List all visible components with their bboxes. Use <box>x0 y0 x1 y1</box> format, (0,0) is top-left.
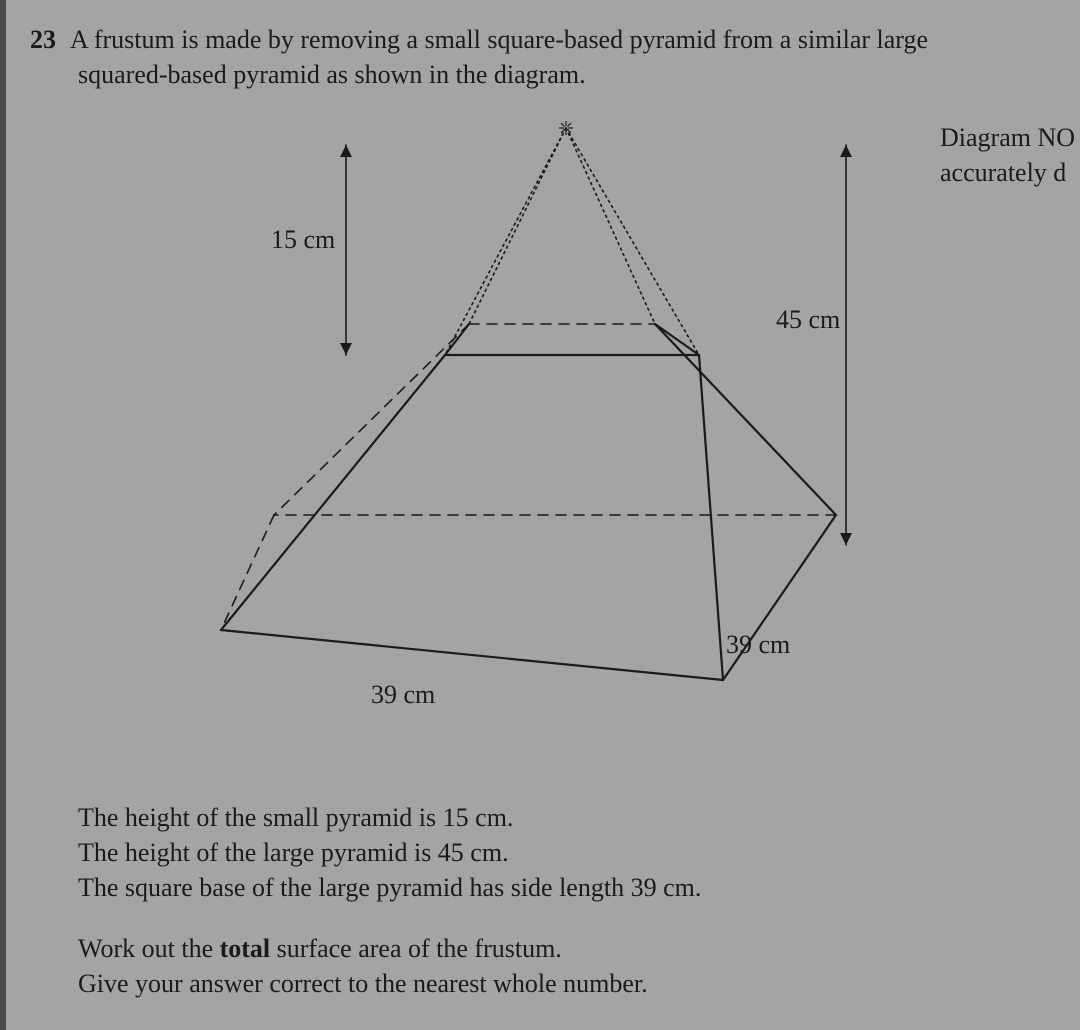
body-p3: The square base of the large pyramid has… <box>78 870 701 905</box>
note-line1: Diagram NO <box>940 120 1080 155</box>
body-p4: Work out the total surface area of the f… <box>78 931 701 966</box>
body-p1: The height of the small pyramid is 15 cm… <box>78 800 701 835</box>
body-p5: Give your answer correct to the nearest … <box>78 966 701 1001</box>
question-number: 23 <box>30 22 70 57</box>
label-base-left: 39 cm <box>371 680 435 710</box>
frustum-diagram: 15 cm 45 cm 39 cm 39 cm <box>186 110 926 750</box>
label-small-height: 15 cm <box>271 225 335 255</box>
diagram-svg <box>186 110 926 750</box>
body-p4c: surface area of the frustum. <box>270 934 562 963</box>
question-header: 23A frustum is made by removing a small … <box>30 22 1080 92</box>
body-p4a: Work out the <box>78 934 220 963</box>
body-p4b: total <box>220 934 271 963</box>
body-p2: The height of the large pyramid is 45 cm… <box>78 835 701 870</box>
diagram-not-accurate-note: Diagram NO accurately d <box>940 120 1080 190</box>
label-large-height: 45 cm <box>776 305 840 335</box>
exam-page: 23A frustum is made by removing a small … <box>0 0 1080 1030</box>
question-line1: A frustum is made by removing a small sq… <box>70 25 928 54</box>
question-body: The height of the small pyramid is 15 cm… <box>78 800 701 1001</box>
label-base-right: 39 cm <box>726 630 790 660</box>
question-line2: squared-based pyramid as shown in the di… <box>78 57 1080 92</box>
note-line2: accurately d <box>940 155 1080 190</box>
